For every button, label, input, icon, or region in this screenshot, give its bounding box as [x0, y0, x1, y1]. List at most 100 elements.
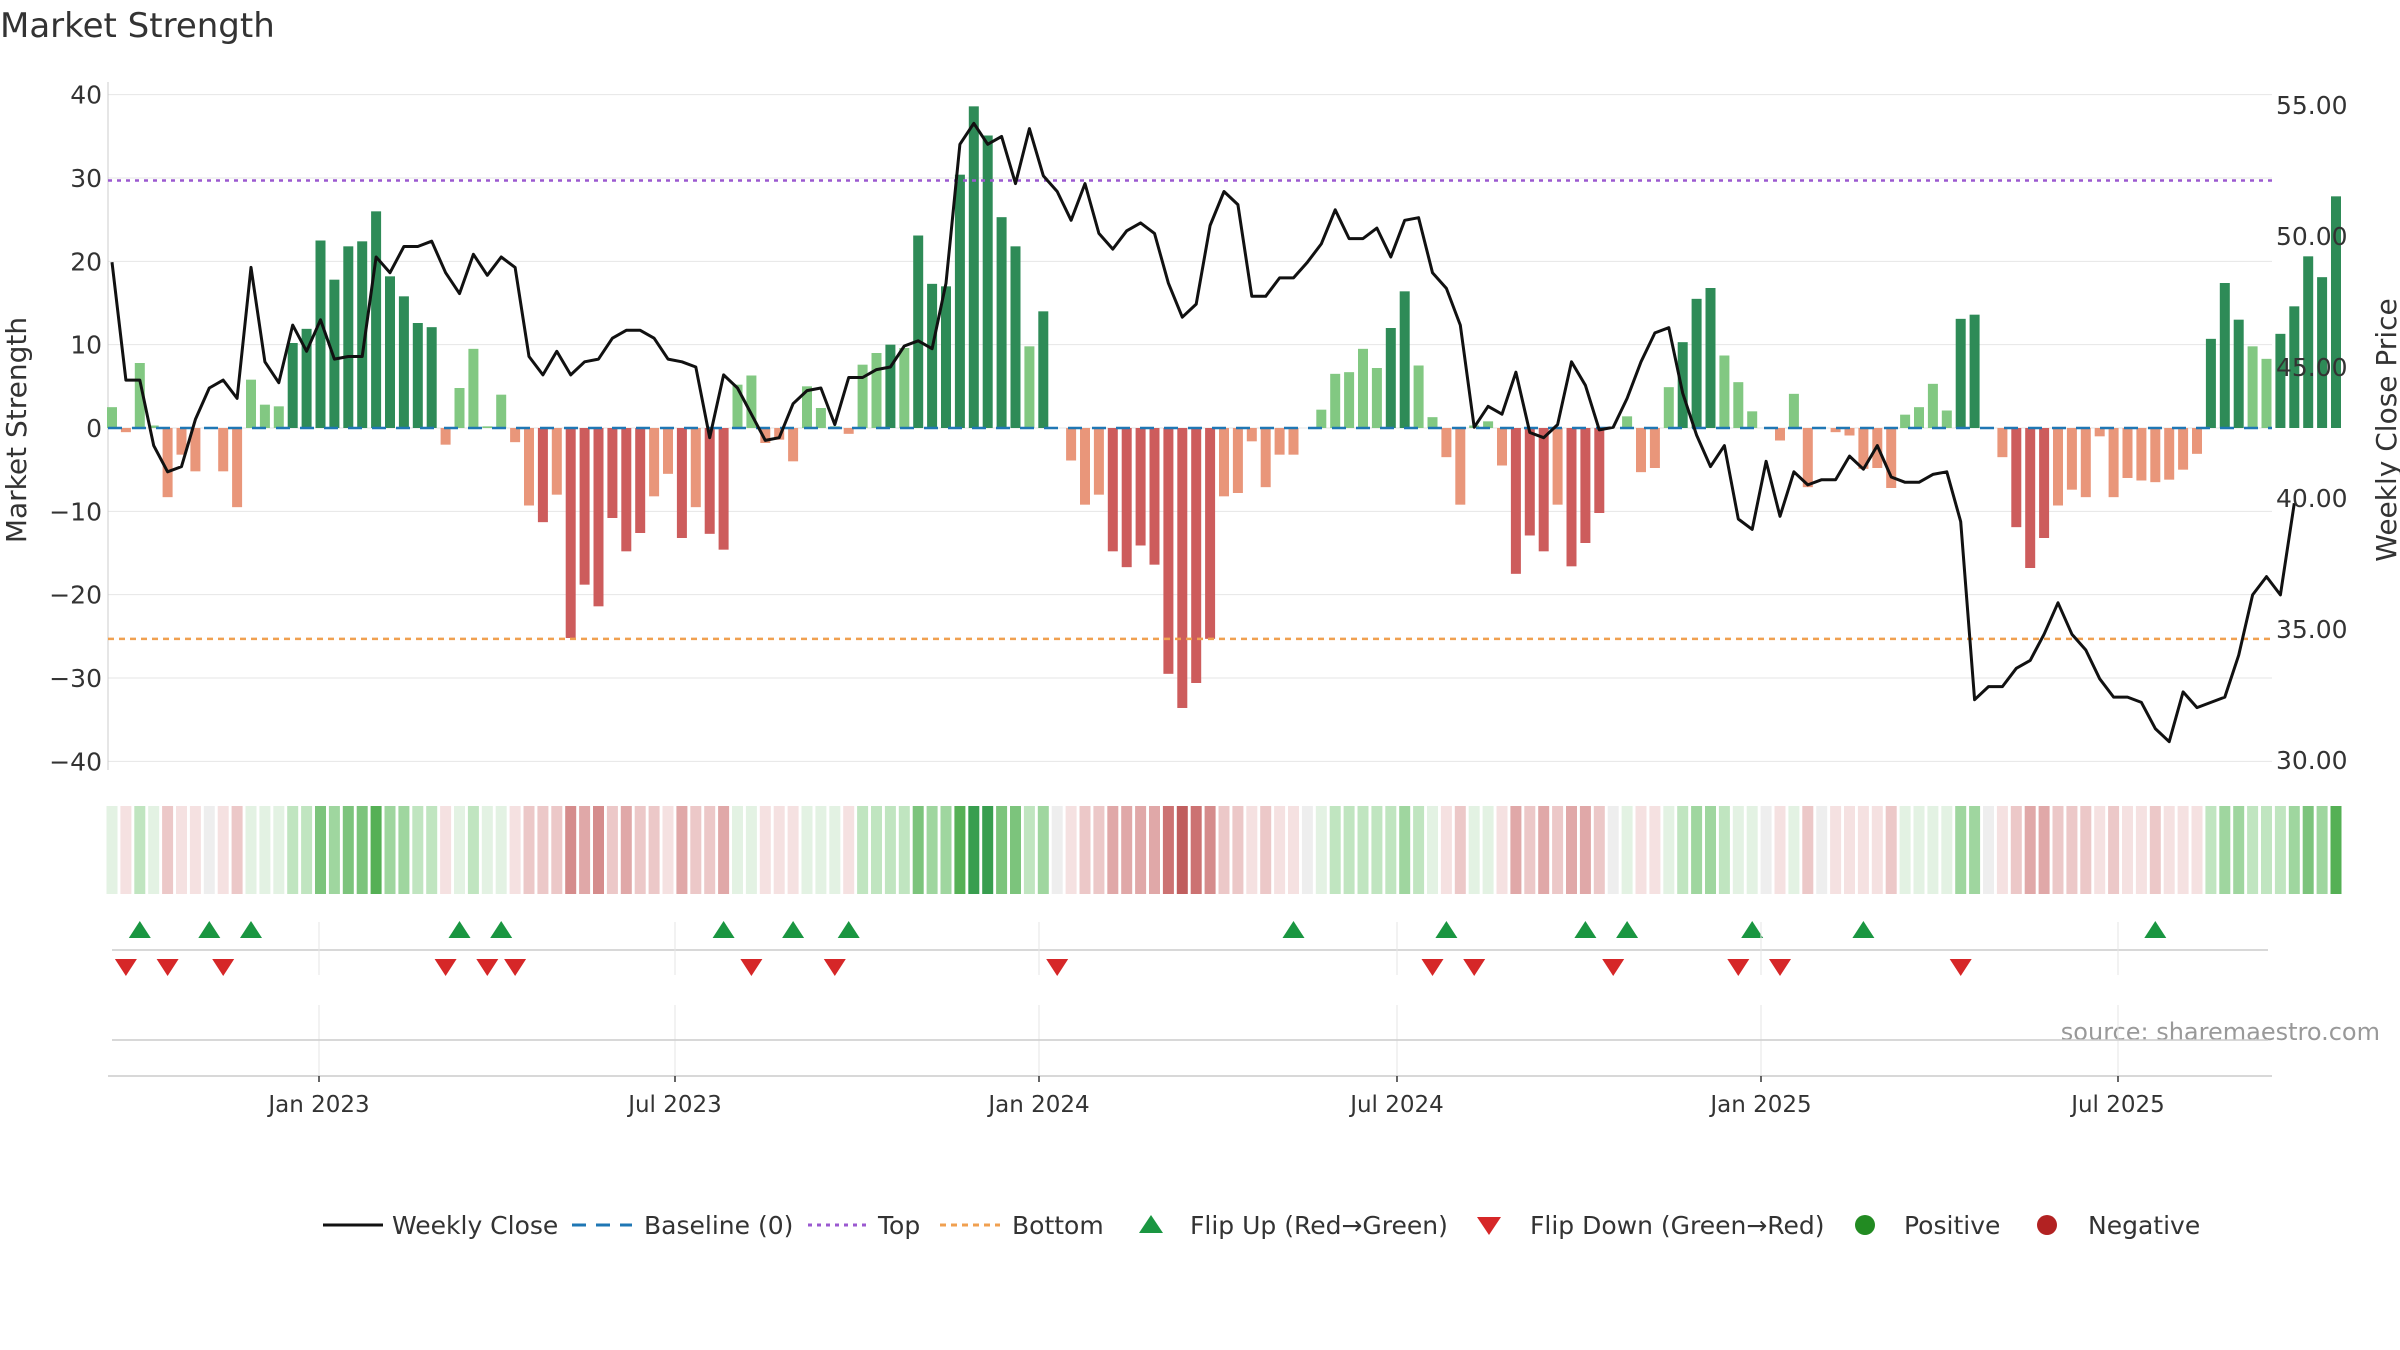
heat-cell	[2066, 806, 2078, 894]
heat-cell	[1983, 806, 1994, 894]
flip-up-marker	[1435, 921, 1458, 938]
right-tick-label: 55.00	[2276, 91, 2348, 120]
strength-bar	[1399, 291, 1410, 428]
strength-bar	[1663, 387, 1674, 428]
strength-bar	[579, 428, 590, 585]
strength-bar	[1274, 428, 1285, 455]
legend-label: Top	[877, 1211, 920, 1240]
heat-cell	[370, 806, 382, 894]
strength-bar	[1914, 407, 1924, 428]
strength-bar	[746, 375, 757, 428]
x-tick-label: Jul 2023	[626, 1092, 722, 1118]
strength-bar	[1997, 428, 2008, 458]
strength-bar	[496, 394, 507, 428]
heat-cell	[2330, 806, 2342, 894]
strength-bar	[1121, 428, 1132, 568]
heat-cell	[982, 806, 994, 894]
strength-bar	[134, 363, 145, 428]
left-tick-label: 0	[86, 414, 102, 443]
strength-bar	[120, 428, 131, 433]
heat-cell	[2149, 806, 2161, 894]
flip-down-marker	[1949, 959, 1972, 976]
strength-bar	[385, 276, 395, 428]
heat-cell	[1357, 806, 1369, 894]
legend-label: Flip Up (Red→Green)	[1190, 1211, 1448, 1240]
strength-bar	[1705, 288, 1716, 428]
flip-up-marker	[712, 921, 735, 938]
legend-swatch-flip-down	[1477, 1217, 1501, 1235]
heat-cell	[606, 806, 618, 894]
heat-cell	[1190, 806, 1202, 894]
strength-bar	[1649, 428, 1660, 468]
heat-cell	[1705, 806, 1716, 894]
heat-cell	[412, 806, 424, 894]
heat-cell	[148, 806, 160, 894]
strength-bar	[232, 428, 243, 508]
strength-bar	[218, 428, 229, 472]
heat-cell	[565, 806, 577, 894]
strength-bar	[1830, 428, 1841, 433]
heat-cell	[579, 806, 591, 894]
strength-bar	[343, 246, 354, 428]
heat-cell	[676, 806, 688, 894]
strength-bar	[1622, 416, 1633, 428]
flip-down-marker	[1602, 959, 1625, 976]
right-axis-label: Weekly Close Price	[2370, 298, 2400, 561]
heat-cell	[1691, 806, 1703, 894]
heat-cell	[551, 806, 563, 894]
strength-bar	[482, 426, 493, 428]
heat-cell	[1802, 806, 1814, 894]
strength-bar	[1260, 428, 1271, 488]
x-tick-label: Jul 2024	[1348, 1092, 1444, 1118]
strength-bar	[287, 343, 298, 428]
strength-bar	[440, 428, 451, 445]
strength-bar	[996, 217, 1007, 428]
heat-cell	[2288, 806, 2300, 894]
heat-cell	[704, 806, 716, 894]
heat-cell	[1274, 806, 1286, 894]
heat-cell	[1774, 806, 1786, 894]
strength-bar	[2094, 428, 2105, 437]
heat-cell	[898, 806, 910, 894]
strength-bar	[259, 404, 270, 428]
flip-down-marker	[476, 959, 499, 976]
heat-cell	[1552, 806, 1564, 894]
heat-cell	[231, 806, 243, 894]
strength-bar	[1177, 428, 1188, 708]
strength-bar	[760, 428, 771, 443]
strength-bar	[1552, 428, 1563, 505]
legend-label: Negative	[2088, 1211, 2200, 1240]
strength-bar	[468, 348, 479, 428]
heat-cell	[245, 806, 257, 894]
heat-cell	[1037, 806, 1049, 894]
strength-bar	[2025, 428, 2036, 568]
strength-bar	[2247, 346, 2258, 428]
heat-cell	[1301, 806, 1313, 894]
strength-bar	[621, 428, 632, 552]
strength-bar	[1080, 428, 1090, 505]
strength-bar	[1385, 328, 1396, 428]
strength-bar	[1093, 428, 1104, 495]
strength-bar	[1858, 428, 1869, 469]
x-tick-label: Jan 2024	[986, 1092, 1089, 1118]
strength-bar	[704, 428, 715, 534]
strength-bar	[1149, 428, 1160, 565]
flip-up-marker	[1741, 921, 1764, 938]
flip-down-marker	[434, 959, 457, 976]
strength-bar	[357, 241, 368, 428]
right-tick-label: 50.00	[2276, 222, 2348, 251]
strength-bar	[913, 235, 924, 428]
flip-up-marker	[490, 921, 513, 938]
heat-cell	[384, 806, 396, 894]
heat-cell	[2052, 806, 2064, 894]
strength-bar	[1580, 428, 1591, 543]
heat-cell	[287, 806, 299, 894]
heat-cell	[843, 806, 855, 894]
heat-cell	[2316, 806, 2328, 894]
strength-bar	[1538, 428, 1549, 552]
heat-cell	[1899, 806, 1911, 894]
flip-up-marker	[2144, 921, 2167, 938]
strength-bar	[1566, 428, 1577, 567]
heat-cell	[1538, 806, 1550, 894]
x-tick-label: Jan 2023	[266, 1092, 369, 1118]
